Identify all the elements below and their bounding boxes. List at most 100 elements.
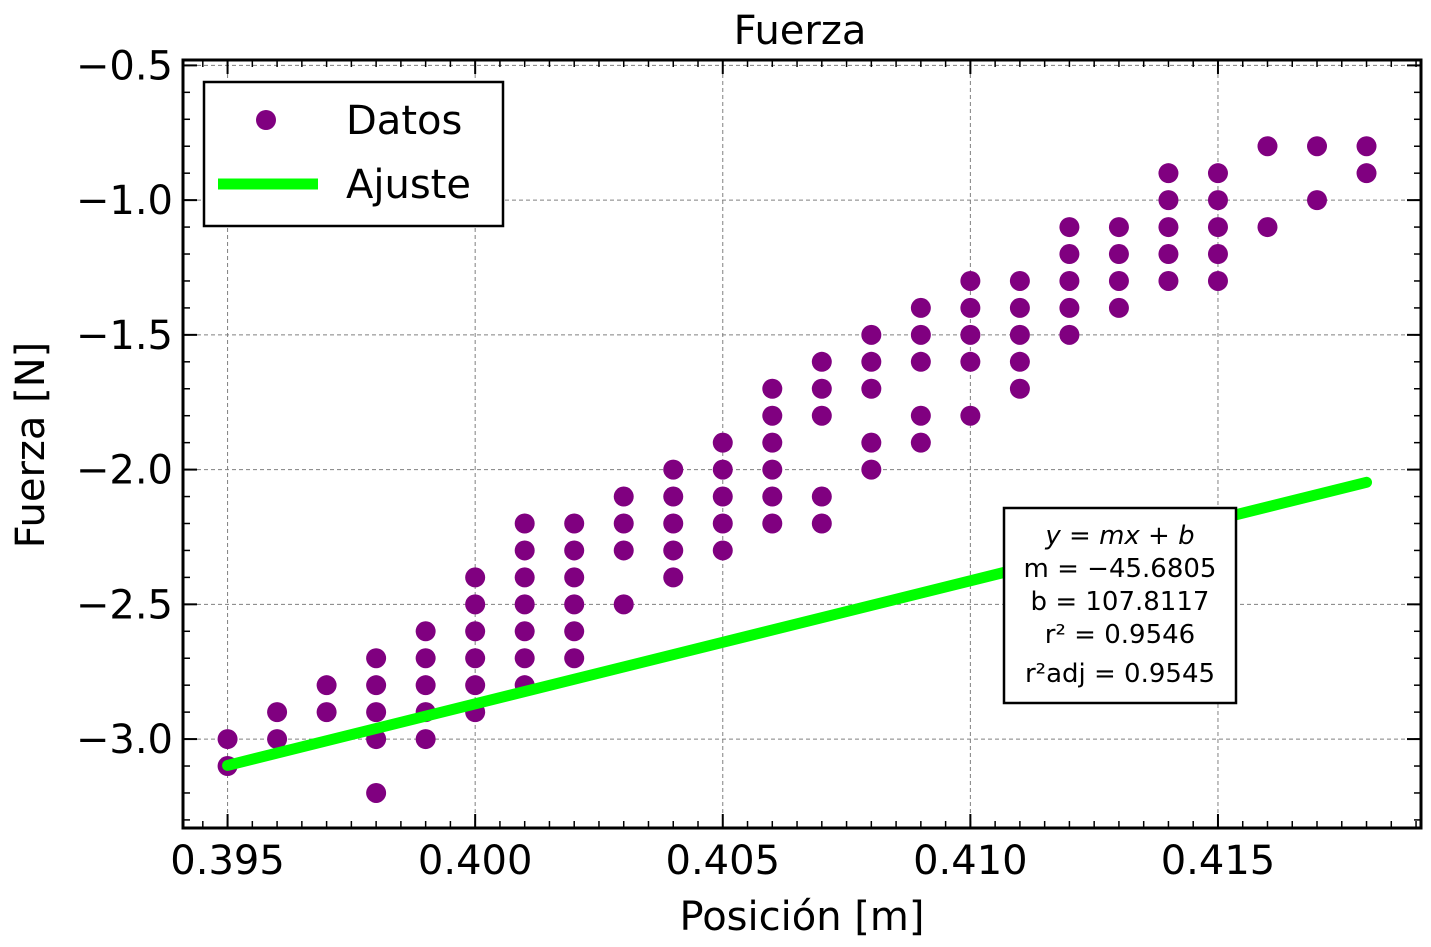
x-tick-label: 0.395	[170, 838, 285, 884]
data-point	[1009, 351, 1030, 372]
y-axis-label: Fuerza [N]	[8, 342, 54, 549]
data-point	[1059, 217, 1080, 238]
data-point	[1108, 217, 1129, 238]
data-point	[564, 567, 585, 588]
data-point	[415, 675, 436, 696]
data-point	[960, 297, 981, 318]
data-point	[712, 459, 733, 480]
data-point	[960, 351, 981, 372]
data-point	[267, 729, 288, 750]
stats-slope: m = −45.6805	[1024, 554, 1217, 584]
data-point	[316, 702, 337, 723]
data-point	[811, 351, 832, 372]
data-point	[1158, 163, 1179, 184]
data-point	[514, 648, 535, 669]
data-point	[465, 675, 486, 696]
data-point	[1207, 244, 1228, 265]
data-point	[316, 675, 337, 696]
data-point	[960, 405, 981, 426]
x-axis-label: Posición [m]	[680, 894, 925, 940]
y-tick-label: −3.0	[76, 717, 173, 763]
data-point	[415, 621, 436, 642]
legend-marker-datos	[256, 110, 276, 130]
data-point	[811, 378, 832, 399]
data-point	[1158, 270, 1179, 291]
data-point	[465, 567, 486, 588]
data-point	[613, 540, 634, 561]
data-point	[465, 594, 486, 615]
data-point	[1356, 163, 1377, 184]
data-point	[1009, 297, 1030, 318]
y-tick-label: −2.5	[76, 582, 173, 628]
data-point	[564, 540, 585, 561]
data-point	[861, 351, 882, 372]
data-point	[712, 513, 733, 534]
data-point	[1108, 270, 1129, 291]
data-point	[910, 432, 931, 453]
data-point	[514, 594, 535, 615]
legend-label-ajuste: Ajuste	[346, 162, 471, 208]
data-point	[910, 324, 931, 345]
data-point	[663, 540, 684, 561]
data-point	[960, 324, 981, 345]
data-point	[1257, 136, 1278, 157]
data-point	[366, 675, 387, 696]
data-point	[762, 486, 783, 507]
data-point	[1059, 244, 1080, 265]
data-point	[1356, 136, 1377, 157]
data-point	[712, 486, 733, 507]
data-point	[1108, 297, 1129, 318]
data-point	[1207, 190, 1228, 211]
tick-labels: 0.395 0.400 0.405 0.410 0.415 −0.5 −1.0 −1.5 −2.…	[76, 43, 1275, 884]
stats-box-frame	[1002, 506, 1238, 705]
data-point	[564, 621, 585, 642]
data-point	[861, 459, 882, 480]
data-point	[613, 594, 634, 615]
data-point	[613, 486, 634, 507]
x-tick-label: 0.400	[418, 838, 533, 884]
data-point	[663, 513, 684, 534]
y-tick-label: −1.0	[76, 178, 173, 224]
stats-r2: r² = 0.9546	[1045, 620, 1195, 650]
stats-box: y = mx + b m = −45.6805 b = 107.8117 r² …	[1002, 506, 1238, 705]
data-point	[1158, 217, 1179, 238]
data-point	[366, 782, 387, 803]
data-point	[712, 432, 733, 453]
data-point	[1059, 297, 1080, 318]
data-point	[663, 486, 684, 507]
data-point	[1108, 244, 1129, 265]
y-tick-label: −2.0	[76, 448, 173, 494]
data-point	[861, 432, 882, 453]
data-point	[514, 540, 535, 561]
legend-box	[202, 80, 505, 228]
data-point	[1207, 163, 1228, 184]
y-tick-label: −1.5	[76, 313, 173, 359]
data-point	[1207, 217, 1228, 238]
x-tick-label: 0.410	[913, 838, 1028, 884]
data-point	[663, 459, 684, 480]
data-point	[1009, 324, 1030, 345]
data-point	[1307, 190, 1328, 211]
data-point	[1158, 190, 1179, 211]
data-point	[1009, 378, 1030, 399]
data-point	[613, 513, 634, 534]
legend-label-datos: Datos	[346, 98, 462, 144]
data-point	[1059, 270, 1080, 291]
data-point	[910, 405, 931, 426]
chart-title: Fuerza	[734, 8, 867, 54]
data-point	[1307, 136, 1328, 157]
data-point	[861, 378, 882, 399]
data-points	[217, 136, 1377, 803]
data-point	[415, 729, 436, 750]
data-point	[1257, 217, 1278, 238]
legend: Datos Ajuste	[202, 80, 505, 228]
data-point	[762, 459, 783, 480]
data-point	[514, 621, 535, 642]
data-point	[465, 648, 486, 669]
data-point	[217, 729, 238, 750]
data-point	[564, 594, 585, 615]
data-point	[1009, 270, 1030, 291]
data-point	[762, 405, 783, 426]
data-point	[910, 351, 931, 372]
